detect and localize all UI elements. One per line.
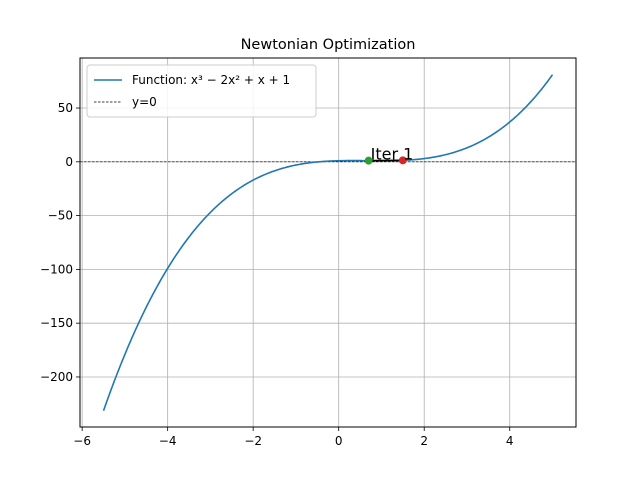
legend-label-zero-line: y=0 [132,95,157,109]
x-tick-label: 4 [506,434,514,448]
y-axis-ticks: −200 −150 −100 −50 0 50 [40,101,80,384]
start-point-marker [398,156,407,165]
y-tick-label: −150 [40,316,73,330]
y-tick-label: −200 [40,370,73,384]
x-tick-label: −2 [244,434,262,448]
y-tick-label: −100 [40,262,73,276]
y-tick-label: 50 [58,101,73,115]
y-tick-label: −50 [48,209,73,223]
function-curve [102,74,554,411]
curve-layer [102,74,554,411]
legend: Function: x³ − 2x² + x + 1 y=0 [86,64,317,118]
x-tick-label: 0 [335,434,343,448]
legend-label-function: Function: x³ − 2x² + x + 1 [132,73,290,87]
marker-layer: Iter 1 [364,145,414,165]
plot-frame [79,57,577,428]
y-tick-label: 0 [65,155,73,169]
legend-frame [86,64,317,118]
x-axis-ticks: −6 −4 −2 0 2 4 [73,427,514,448]
x-tick-label: 2 [420,434,428,448]
x-tick-label: −4 [159,434,177,448]
next-point-marker [364,156,373,165]
chart-title: Newtonian Optimization [241,37,416,53]
x-tick-label: −6 [73,434,91,448]
iteration-annotation: Iter 1 [371,145,414,164]
